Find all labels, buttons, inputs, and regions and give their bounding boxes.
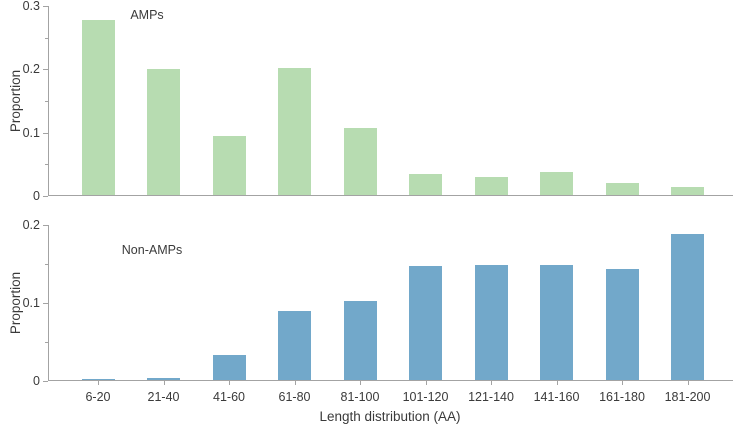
x-tick-label: 6-20 bbox=[85, 390, 111, 404]
y-tick bbox=[43, 132, 48, 134]
y-tick-label: 0 bbox=[33, 374, 40, 388]
bar-121-140 bbox=[474, 177, 508, 195]
y-tick bbox=[43, 69, 48, 71]
x-tick-label: 41-60 bbox=[213, 390, 245, 404]
y-tick-label: 0 bbox=[33, 189, 40, 203]
bar-101-120 bbox=[409, 174, 442, 195]
x-axis-title: Length distribution (AA) bbox=[319, 409, 461, 424]
bar-21-40 bbox=[147, 378, 180, 380]
y-minor-tick bbox=[45, 101, 48, 102]
y-tick bbox=[43, 303, 48, 304]
y-minor-tick bbox=[45, 342, 48, 343]
x-tick-label: 21-40 bbox=[147, 390, 180, 404]
bar-161-180 bbox=[605, 269, 639, 380]
y-tick bbox=[43, 196, 48, 197]
x-axis-line bbox=[48, 380, 733, 381]
y-minor-tick bbox=[45, 164, 48, 166]
bar-181-200 bbox=[671, 186, 704, 195]
y-minor-tick bbox=[45, 264, 48, 265]
y-tick bbox=[43, 6, 48, 7]
x-tick bbox=[687, 381, 689, 385]
bar-141-160 bbox=[540, 172, 573, 195]
bar-101-120 bbox=[409, 266, 442, 380]
bar-141-160 bbox=[540, 264, 573, 380]
y-tick-label: 0.2 bbox=[22, 218, 40, 232]
x-tick bbox=[425, 381, 427, 385]
x-tick-label: 161-180 bbox=[599, 390, 645, 404]
panel-annotation-amps: AMPs bbox=[130, 8, 164, 22]
x-tick-label: 101-120 bbox=[402, 390, 449, 404]
x-tick-label: 181-200 bbox=[664, 390, 711, 404]
x-tick bbox=[294, 381, 296, 385]
bar-81-100 bbox=[343, 127, 377, 195]
x-tick bbox=[622, 381, 623, 385]
y-tick bbox=[43, 225, 48, 226]
bar-61-80 bbox=[278, 68, 311, 195]
bar-41-60 bbox=[212, 136, 246, 195]
x-tick bbox=[556, 381, 558, 385]
y-tick-label: 0.1 bbox=[22, 296, 40, 310]
x-tick bbox=[98, 381, 99, 385]
x-axis-line bbox=[48, 195, 733, 196]
y-tick-label: 0.1 bbox=[22, 125, 40, 140]
y-tick-label: 0.2 bbox=[22, 62, 40, 77]
y-tick-label: 0.3 bbox=[22, 0, 40, 13]
bar-121-140 bbox=[474, 265, 508, 380]
bar-181-200 bbox=[671, 234, 704, 380]
x-tick-label: 61-80 bbox=[278, 390, 311, 404]
y-axis-spine bbox=[48, 6, 49, 196]
bar-6-20 bbox=[81, 379, 115, 380]
nonamps-plot-area: Non-AMPs 0 0.1 0.2 6-20 21-40 41-60 61-80 81-10… bbox=[23, 219, 733, 404]
x-tick bbox=[229, 381, 230, 385]
y-minor-tick bbox=[45, 37, 48, 39]
bar-6-20 bbox=[81, 19, 115, 195]
x-tick bbox=[163, 381, 165, 385]
x-tick-label: 121-140 bbox=[468, 390, 514, 404]
panel-annotation-nonamps: Non-AMPs bbox=[121, 243, 183, 257]
bar-161-180 bbox=[605, 182, 639, 195]
bar-61-80 bbox=[278, 311, 311, 380]
bar-21-40 bbox=[147, 68, 180, 195]
x-tick-label: 81-100 bbox=[340, 390, 380, 404]
bar-41-60 bbox=[212, 355, 246, 380]
amps-plot-area: AMPs 0 0.1 0.2 0.3 bbox=[23, 0, 733, 202]
y-axis-title-amps: Proportion bbox=[8, 69, 23, 133]
x-tick bbox=[360, 381, 361, 385]
y-axis-spine bbox=[48, 225, 49, 381]
y-tick bbox=[43, 381, 48, 382]
bar-81-100 bbox=[343, 301, 377, 380]
x-tick bbox=[491, 381, 492, 385]
x-tick-label: 141-160 bbox=[533, 390, 580, 404]
